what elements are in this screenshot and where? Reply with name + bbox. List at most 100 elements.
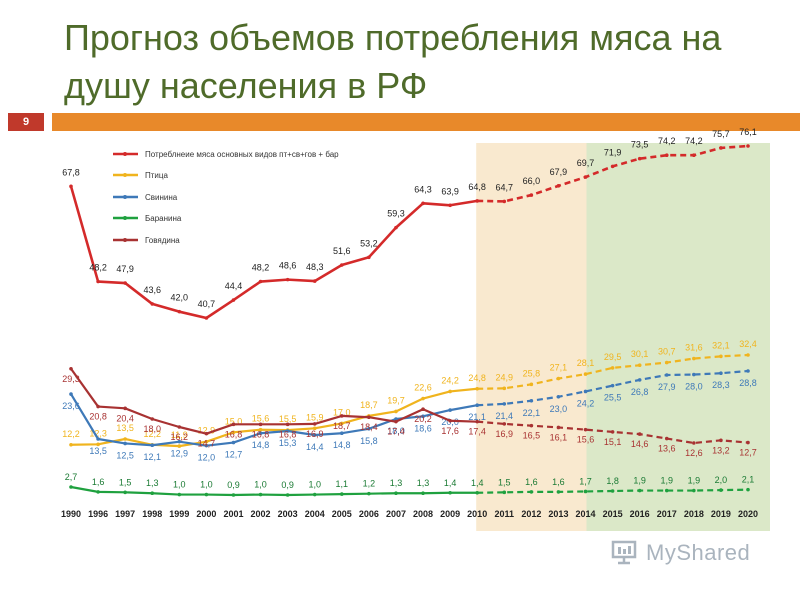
data-point (448, 490, 452, 495)
data-point (312, 422, 317, 426)
data-label: 16,2 (171, 432, 189, 442)
data-label: 14,8 (333, 440, 351, 450)
data-label: 19,7 (387, 395, 405, 405)
data-point (475, 419, 480, 424)
data-label: 1,5 (498, 477, 511, 487)
data-point (692, 153, 696, 158)
series-line-forecast (477, 353, 749, 390)
data-point (340, 492, 344, 496)
data-point (746, 440, 750, 445)
data-label: 13,5 (116, 423, 134, 433)
data-label: 64,8 (468, 182, 486, 192)
data-point (556, 376, 561, 381)
data-label: 40,7 (198, 299, 216, 309)
data-point (394, 491, 398, 496)
data-label: 21,1 (468, 412, 486, 422)
data-label: 24,8 (468, 373, 486, 383)
data-label: 48,2 (89, 263, 107, 273)
slide-number-badge: 9 (8, 113, 44, 131)
data-label: 1,8 (606, 476, 619, 486)
data-point (69, 442, 73, 447)
data-point (394, 419, 398, 424)
data-label: 74,2 (685, 136, 703, 146)
data-point (231, 430, 236, 435)
data-point (96, 279, 100, 284)
data-label: 24,2 (441, 375, 459, 385)
data-point (610, 383, 615, 388)
data-point (96, 404, 100, 409)
data-label: 24,9 (496, 372, 514, 382)
data-point (312, 433, 317, 437)
data-label: 18,6 (414, 423, 432, 433)
forecast-zone-near (476, 143, 587, 531)
data-label: 73,5 (631, 140, 649, 150)
data-label: 51,6 (333, 246, 351, 256)
x-tick-label: 2014 (576, 509, 596, 519)
data-point (637, 363, 642, 368)
data-label: 66,0 (523, 176, 541, 186)
legend-marker (123, 238, 127, 242)
data-label: 67,9 (550, 167, 568, 177)
x-tick-label: 2009 (440, 509, 460, 519)
data-point (556, 394, 561, 399)
data-point (367, 415, 371, 420)
data-label: 24,2 (577, 398, 595, 408)
data-label: 1,0 (200, 480, 213, 490)
data-point (475, 386, 480, 391)
legend-marker (123, 195, 127, 199)
series-line-historical (70, 368, 478, 435)
data-label: 15,3 (279, 438, 297, 448)
data-label: 28,0 (685, 382, 703, 392)
data-label: 17,6 (441, 426, 459, 436)
data-label: 1,9 (661, 476, 674, 486)
data-point (177, 309, 182, 314)
data-label: 12,0 (198, 453, 216, 463)
data-label: 42,0 (171, 293, 189, 303)
legend-label: Птица (145, 171, 168, 180)
data-label: 13,6 (658, 444, 676, 454)
series-line-forecast (477, 369, 749, 407)
data-label: 1,0 (308, 480, 321, 490)
data-point (610, 164, 615, 169)
data-label: 69,7 (577, 158, 595, 168)
data-label: 25,5 (604, 393, 622, 403)
data-point (664, 488, 669, 493)
data-point (746, 353, 750, 357)
legend-marker (123, 216, 127, 220)
data-label: 2,0 (715, 475, 728, 485)
data-label: 15,1 (604, 437, 622, 447)
data-label: 67,8 (62, 167, 80, 177)
x-tick-label: 2011 (495, 509, 515, 519)
data-point (96, 437, 100, 441)
data-label: 15,6 (252, 414, 270, 424)
data-label: 76,1 (739, 127, 757, 137)
data-point (285, 422, 290, 427)
data-label: 28,3 (712, 380, 730, 390)
data-label: 44,4 (225, 281, 243, 291)
data-point (502, 422, 507, 426)
data-point (204, 492, 209, 497)
data-label: 0,9 (281, 480, 294, 490)
data-point (177, 425, 182, 429)
legend-label: Говядина (145, 236, 180, 245)
data-label: 43,6 (143, 285, 161, 295)
data-point (746, 144, 750, 148)
legend-label: Свинина (145, 193, 178, 202)
data-label: 12,2 (143, 429, 161, 439)
data-point (746, 487, 750, 492)
data-label: 14,8 (252, 440, 270, 450)
series-0: 67,8 48,2 47,9 43,6 42,0 40,7 44,4 48,2 48,6 48,3… (62, 127, 757, 320)
data-point (529, 423, 534, 428)
data-point (258, 422, 263, 427)
x-tick-label: 2019 (711, 509, 731, 519)
data-label: 32,1 (712, 340, 730, 350)
x-tick-label: 2006 (359, 509, 379, 519)
data-label: 14,4 (306, 442, 324, 452)
data-point (367, 255, 371, 260)
data-label: 1,9 (633, 476, 646, 486)
data-point (177, 439, 182, 444)
data-label: 1,0 (254, 480, 267, 490)
data-point (529, 382, 534, 387)
data-label: 15,8 (360, 436, 378, 446)
